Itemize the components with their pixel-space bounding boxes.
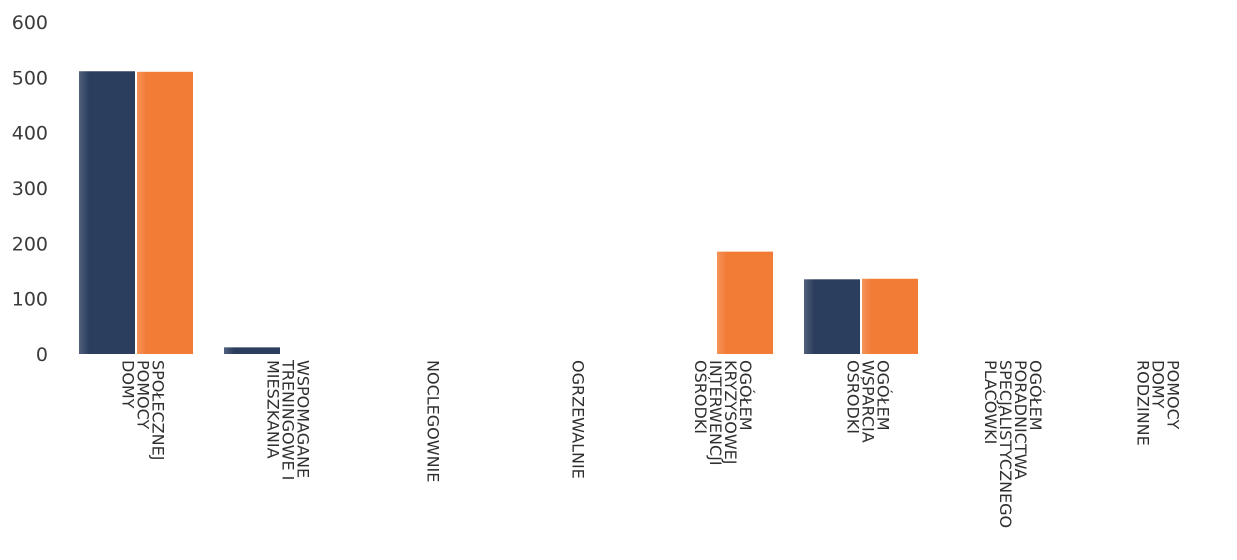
bar-1-5 (862, 278, 918, 354)
bar-1-4 (717, 251, 773, 354)
y-tick-label: 300 (12, 178, 48, 200)
y-tick-label: 400 (12, 123, 48, 145)
bar-1-0 (137, 71, 193, 355)
y-tick-label: 500 (12, 67, 48, 89)
category-label-line: RODZINNE (1134, 360, 1153, 446)
category-label-line: POMOCY (134, 360, 153, 430)
bar-0-1 (224, 347, 280, 354)
category-label-line: OGÓŁEM (874, 360, 893, 431)
category-label-line: OŚRODKI (691, 360, 710, 434)
category-label-line: DOMY (119, 360, 138, 409)
category-label-line: OGÓŁEM (736, 360, 755, 431)
category-label-line: WSPOMAGANE (294, 360, 313, 478)
category-label: OGRZEWALNIE (569, 360, 588, 479)
category-label-line: DOMY (1149, 360, 1168, 409)
y-tick-label: 100 (12, 289, 48, 311)
category-label-line: WSPARCIA (859, 360, 878, 443)
bar-0-0 (79, 71, 135, 354)
category-label-line: PORADNICTWA (1011, 360, 1030, 480)
y-tick-label: 200 (12, 233, 48, 255)
category-label-line: OGÓŁEM (1026, 360, 1045, 431)
category-label-line: PLACÓWKI (981, 360, 1000, 444)
category-label: NOCLEGOWNIE (424, 360, 443, 482)
category-label-line: SPOŁECZNEJ (149, 360, 168, 460)
y-tick-label: 0 (36, 344, 48, 366)
category-label: PLACÓWKISPECJALISTYCZNEGOPORADNICTWAOGÓŁ… (981, 360, 1045, 528)
category-label-line: POMOCY (1164, 360, 1183, 430)
category-label-line: KRYZYSOWEJ (721, 360, 740, 465)
y-tick-label: 600 (12, 12, 48, 34)
y-axis: 0 100 200 300 400 500 600 (12, 12, 48, 366)
category-label-line: TRENINGOWE I (279, 359, 298, 480)
category-label-line: INTERWENCJI (706, 360, 725, 466)
bar-0-5 (804, 279, 860, 354)
category-label-line: OGRZEWALNIE (569, 360, 588, 479)
category-label-line: SPECJALISTYCZNEGO (996, 360, 1015, 528)
category-label-line: NOCLEGOWNIE (424, 360, 443, 482)
bars (79, 71, 918, 355)
category-label-line: OŚRODKI (844, 360, 863, 434)
category-label-line: MIESZKANIA (264, 360, 283, 459)
